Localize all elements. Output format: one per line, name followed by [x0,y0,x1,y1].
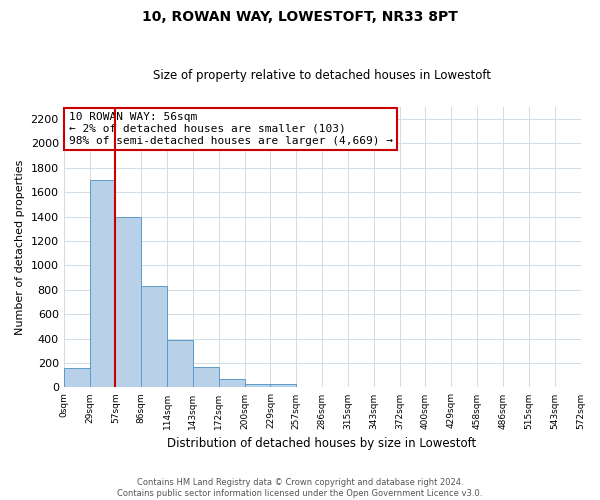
Bar [115,216,141,388]
Bar [193,368,219,388]
Title: Size of property relative to detached houses in Lowestoft: Size of property relative to detached ho… [153,69,491,82]
Text: 10 ROWAN WAY: 56sqm
← 2% of detached houses are smaller (103)
98% of semi-detach: 10 ROWAN WAY: 56sqm ← 2% of detached hou… [69,112,393,146]
X-axis label: Distribution of detached houses by size in Lowestoft: Distribution of detached houses by size … [167,437,477,450]
Y-axis label: Number of detached properties: Number of detached properties [15,160,25,335]
Bar [219,380,245,388]
Bar [245,384,271,388]
Bar [64,368,89,388]
Bar [141,286,167,388]
Bar [271,384,296,388]
Text: Contains HM Land Registry data © Crown copyright and database right 2024.
Contai: Contains HM Land Registry data © Crown c… [118,478,482,498]
Text: 10, ROWAN WAY, LOWESTOFT, NR33 8PT: 10, ROWAN WAY, LOWESTOFT, NR33 8PT [142,10,458,24]
Bar [167,340,193,388]
Bar [89,180,115,388]
